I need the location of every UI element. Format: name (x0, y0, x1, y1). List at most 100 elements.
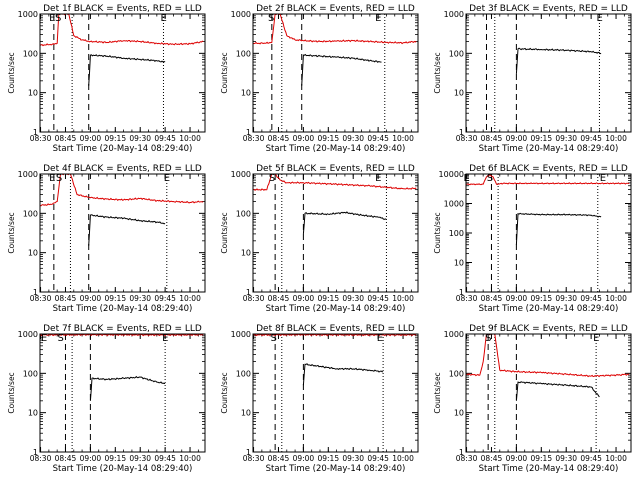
y-tick-label: 10000 (439, 170, 464, 179)
x-tick-label: 08:30 (30, 134, 52, 143)
x-tick-label: 09:15 (104, 454, 126, 463)
x-tick-label: 08:45 (481, 454, 503, 463)
marker-s: S (55, 13, 61, 24)
y-tick-label: 1 (33, 448, 38, 457)
x-tick-label: 08:30 (456, 294, 478, 303)
y-tick-label: 10 (28, 249, 38, 258)
marker-e: E (600, 173, 606, 184)
x-tick-label: 08:45 (55, 134, 77, 143)
y-axis-label: Counts/sec (7, 52, 16, 93)
x-tick-label: 09:45 (367, 454, 389, 463)
panel-4: Det 4f BLACK = Events, RED = LLD 1 10 100 10… (7, 164, 206, 314)
y-axis-label: Counts/sec (433, 372, 442, 413)
marker-e: E (49, 173, 55, 184)
events-line (301, 53, 382, 86)
events-line (302, 211, 387, 234)
marker-e: E (49, 13, 55, 24)
x-tick-label: 09:15 (317, 294, 339, 303)
marker-s: S (269, 173, 275, 184)
x-tick-label: 09:45 (367, 294, 389, 303)
y-tick-label: 100 (236, 369, 251, 378)
x-axis-label: Start Time (20-May-14 08:29:40) (266, 304, 406, 314)
x-tick-label: 09:15 (530, 294, 552, 303)
x-tick-label: 09:45 (367, 134, 389, 143)
panel-6: Det 6f BLACK = Events, RED = LLD 1 10 100 10… (433, 164, 632, 314)
y-tick-label: 1000 (18, 10, 38, 19)
y-tick-label: 1000 (444, 330, 464, 339)
x-tick-label: 09:30 (129, 294, 151, 303)
events-line (515, 212, 602, 245)
y-tick-label: 1000 (231, 10, 251, 19)
x-tick-label: 10:00 (605, 134, 627, 143)
plot-frame (252, 173, 419, 293)
y-tick-label: 10 (454, 259, 464, 268)
x-tick-label: 09:00 (80, 454, 102, 463)
x-tick-label: 08:45 (268, 294, 290, 303)
x-tick-label: 09:00 (293, 134, 315, 143)
panel-8: Det 8f BLACK = Events, RED = LLD 1 10 100 10… (220, 324, 419, 474)
panel-title: Det 1f BLACK = Events, RED = LLD (43, 4, 202, 14)
marker-e: E (162, 333, 168, 344)
panel-3: Det 3f BLACK = Events, RED = LLD 1 10 100 10… (433, 4, 632, 154)
x-tick-label: 09:30 (555, 134, 577, 143)
x-tick-label: 10:00 (392, 294, 414, 303)
x-tick-label: 09:30 (129, 454, 151, 463)
y-tick-label: 10 (28, 409, 38, 418)
x-tick-label: 09:15 (104, 134, 126, 143)
x-tick-label: 08:30 (243, 134, 265, 143)
x-axis-label: Start Time (20-May-14 08:29:40) (479, 464, 619, 474)
marker-s: S (487, 173, 493, 184)
x-tick-label: 10:00 (179, 294, 201, 303)
x-tick-label: 09:30 (129, 134, 151, 143)
x-tick-label: 09:00 (506, 454, 528, 463)
x-tick-label: 10:00 (605, 454, 627, 463)
x-tick-label: 10:00 (179, 134, 201, 143)
y-tick-label: 10 (241, 89, 251, 98)
marker-e: E (464, 173, 470, 184)
x-tick-label: 09:00 (293, 454, 315, 463)
y-tick-label: 100 (23, 369, 38, 378)
events-line (89, 375, 166, 401)
x-tick-label: 08:45 (481, 134, 503, 143)
panel-title: Det 7f BLACK = Events, RED = LLD (43, 324, 202, 334)
x-tick-label: 10:00 (605, 294, 627, 303)
x-tick-label: 08:45 (55, 294, 77, 303)
marker-e: E (377, 333, 383, 344)
plot-frame (39, 333, 206, 453)
y-tick-label: 100 (449, 49, 464, 58)
marker-e: E (164, 173, 170, 184)
y-tick-label: 1 (246, 128, 251, 137)
panel-title: Det 9f BLACK = Events, RED = LLD (469, 324, 628, 334)
y-tick-label: 100 (236, 49, 251, 58)
x-tick-label: 08:45 (481, 294, 503, 303)
x-tick-label: 09:45 (580, 294, 602, 303)
y-tick-label: 100 (449, 229, 464, 238)
lld-line (466, 174, 630, 186)
lld-line (253, 14, 417, 45)
y-tick-label: 10 (241, 249, 251, 258)
events-line (302, 363, 384, 386)
panel-title: Det 2f BLACK = Events, RED = LLD (256, 4, 415, 14)
y-tick-label: 10 (241, 409, 251, 418)
x-tick-label: 09:30 (555, 454, 577, 463)
lld-line (40, 14, 204, 47)
y-tick-label: 10 (454, 409, 464, 418)
marker-s: S (57, 333, 63, 344)
x-tick-label: 09:30 (342, 454, 364, 463)
lld-line (40, 174, 204, 207)
x-tick-label: 09:45 (154, 294, 176, 303)
marker-s: S (270, 333, 276, 344)
x-axis-label: Start Time (20-May-14 08:29:40) (266, 464, 406, 474)
x-tick-label: 08:30 (30, 454, 52, 463)
x-tick-label: 09:45 (580, 134, 602, 143)
plot-frame (39, 173, 206, 293)
marker-s: S (56, 173, 62, 184)
panel-9: Det 9f BLACK = Events, RED = LLD 1 10 100 10… (433, 324, 632, 474)
y-tick-label: 1 (459, 288, 464, 297)
x-tick-label: 09:00 (506, 294, 528, 303)
x-axis-label: Start Time (20-May-14 08:29:40) (53, 144, 193, 154)
y-tick-label: 100 (236, 209, 251, 218)
panel-title: Det 4f BLACK = Events, RED = LLD (43, 164, 202, 174)
x-axis-label: Start Time (20-May-14 08:29:40) (266, 144, 406, 154)
x-tick-label: 09:45 (154, 454, 176, 463)
